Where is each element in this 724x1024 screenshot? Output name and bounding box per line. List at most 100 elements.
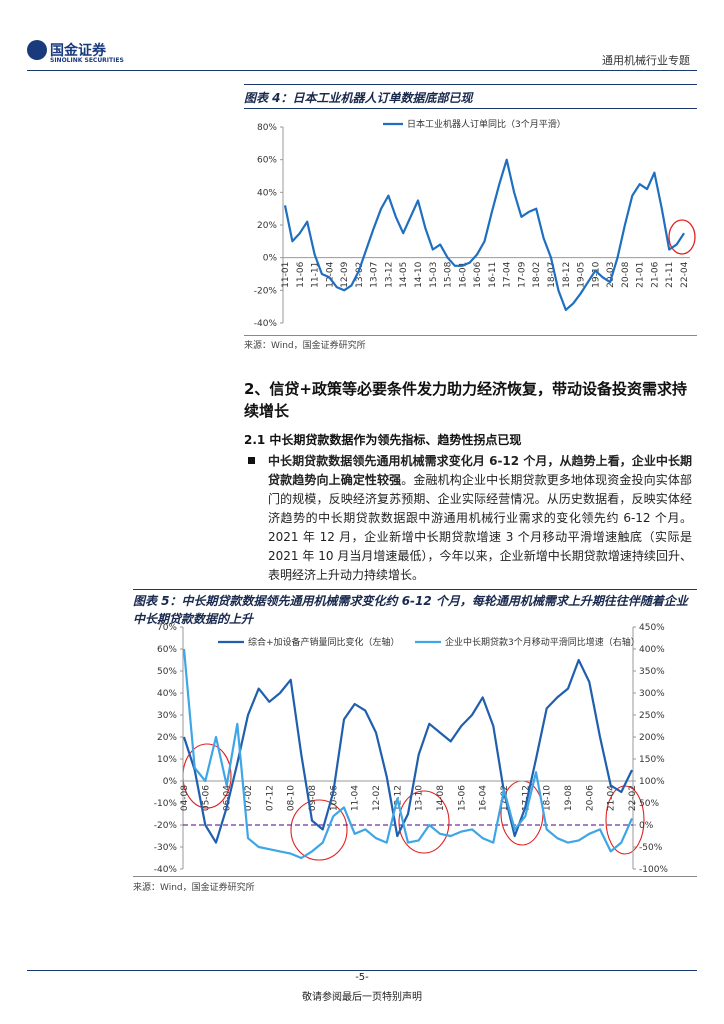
x-tick-label: 18-02 bbox=[532, 262, 542, 288]
source-rule bbox=[244, 335, 697, 336]
y-tick-label: -30% bbox=[154, 843, 178, 853]
x-tick-label: 20-03 bbox=[606, 262, 616, 288]
y-tick-label: 60% bbox=[157, 645, 177, 655]
x-tick-label: 21-06 bbox=[650, 261, 660, 287]
x-tick-label: 13-10 bbox=[415, 785, 425, 811]
x-tick-label: 14-10 bbox=[414, 261, 424, 287]
figure-title: 图表 4：日本工业机器人订单数据底部已现 bbox=[244, 91, 473, 105]
x-tick-label: 15-03 bbox=[429, 262, 439, 288]
y2-tick-label: 250% bbox=[639, 711, 665, 721]
bullet bbox=[248, 457, 255, 464]
figure-title: 图表 5：中长期贷款数据领先通用机械需求变化约 6-12 个月，每轮通用机械需求… bbox=[133, 594, 688, 626]
highlight-circle bbox=[290, 799, 348, 861]
x-tick-label: 16-01 bbox=[458, 262, 468, 288]
legend-label: 日本工业机器人订单同比（3个月平滑） bbox=[407, 118, 566, 130]
series-line bbox=[182, 658, 633, 844]
x-tick-label: 17-04 bbox=[503, 261, 513, 287]
figure-rule bbox=[244, 108, 697, 109]
x-tick-label: 18-10 bbox=[543, 785, 553, 811]
footer-rule bbox=[27, 970, 697, 971]
figure-rule bbox=[244, 84, 697, 85]
x-tick-label: 13-12 bbox=[384, 262, 394, 288]
chart: -40% -30% -20% -10% 0% 10% 20% 30% 40% 50% 60% 70% -… bbox=[154, 623, 669, 875]
doc-title: 通用机械行业专题 bbox=[602, 54, 690, 67]
x-tick-label: 16-11 bbox=[488, 262, 498, 288]
x-tick-label: 16-06 bbox=[473, 261, 483, 287]
y-tick-label: -20% bbox=[154, 821, 178, 831]
x-tick-label: 17-09 bbox=[517, 261, 527, 287]
x-tick-label: 05-06 bbox=[201, 785, 211, 811]
x-tick-label: 12-12 bbox=[393, 785, 403, 811]
x-tick-label: 21-11 bbox=[665, 262, 675, 288]
x-tick-label: 18-07 bbox=[547, 262, 557, 288]
source: 来源：Wind，国金证券研究所 bbox=[133, 883, 255, 893]
x-tick-label: 08-10 bbox=[287, 785, 297, 811]
x-tick-label: 14-08 bbox=[436, 785, 446, 811]
y-tick-label: 20% bbox=[157, 733, 177, 743]
x-tick-label: 18-12 bbox=[562, 262, 572, 288]
y-tick-label: 80% bbox=[257, 123, 277, 133]
logo-icon bbox=[27, 40, 47, 60]
highlight-circle bbox=[398, 790, 450, 854]
x-tick-label: 13-07 bbox=[370, 262, 380, 288]
x-tick-label: 07-02 bbox=[244, 785, 254, 811]
x-tick-label: 22-04 bbox=[680, 261, 690, 287]
y-tick-label: 30% bbox=[157, 711, 177, 721]
y-tick-label: 60% bbox=[257, 156, 277, 166]
x-tick-label: 20-06 bbox=[585, 785, 595, 811]
x-tick-label: 21-04 bbox=[607, 785, 617, 811]
y-tick-label: 40% bbox=[157, 689, 177, 699]
section-heading: 2、信贷+政策等必要条件发力助力经济恢复，带动设备投资需求持续增长 bbox=[244, 380, 688, 420]
y2-tick-label: -50% bbox=[639, 843, 663, 853]
y-tick-label: -40% bbox=[254, 319, 278, 329]
y2-tick-label: -100% bbox=[639, 865, 668, 875]
text: 。金融机构企业中长期贷款更多地体现资金投向实体部门的规模，反映经济复苏预期、企业… bbox=[268, 473, 692, 582]
y2-tick-label: 350% bbox=[639, 667, 665, 677]
x-tick-label: 11-04 bbox=[351, 785, 361, 811]
y-tick-label: 0% bbox=[263, 254, 278, 264]
x-tick-label: 12-09 bbox=[340, 261, 350, 287]
y2-tick-label: 0% bbox=[639, 821, 654, 831]
y2-tick-label: 150% bbox=[639, 755, 665, 765]
y-tick-label: 10% bbox=[157, 755, 177, 765]
y-tick-label: 40% bbox=[257, 188, 277, 198]
x-tick-label: 15-06 bbox=[457, 785, 467, 811]
x-tick-label: 12-04 bbox=[325, 261, 335, 287]
legend-label: 企业中长期贷款3个月移动平滑同比增速（右轴） bbox=[445, 636, 640, 648]
y2-tick-label: 50% bbox=[639, 799, 659, 809]
series-line bbox=[283, 158, 685, 311]
y-tick-label: 0% bbox=[163, 777, 178, 787]
x-tick-label: 07-12 bbox=[265, 785, 275, 811]
subheading: 2.1 中长期贷款数据作为领先指标、趋势性拐点已现 bbox=[244, 433, 522, 447]
y-tick-label: -20% bbox=[254, 286, 278, 296]
series-line bbox=[182, 648, 634, 860]
bold-text: 中长期贷款数据领先通用机械需求变化月 6-12 个月，从趋势上看，企业中长期贷款… bbox=[268, 454, 692, 487]
y-tick-label: 70% bbox=[157, 623, 177, 633]
x-tick-label: 22-02 bbox=[628, 785, 638, 811]
y-tick-label: 20% bbox=[257, 221, 277, 231]
source: 来源：Wind，国金证券研究所 bbox=[244, 341, 366, 351]
source-rule bbox=[133, 876, 697, 877]
y-tick-label: -40% bbox=[154, 865, 178, 875]
x-tick-label: 19-10 bbox=[591, 261, 601, 287]
y2-tick-label: 400% bbox=[639, 645, 665, 655]
x-tick-label: 20-08 bbox=[621, 261, 631, 287]
legend-label: 综合+加设备产销量同比变化（左轴） bbox=[248, 636, 400, 648]
figure-rule bbox=[133, 589, 697, 590]
y2-tick-label: 200% bbox=[639, 733, 665, 743]
logo-en: SINOLINK SECURITIES bbox=[50, 57, 124, 64]
y2-tick-label: 450% bbox=[639, 623, 665, 633]
x-tick-label: 06-04 bbox=[223, 785, 233, 811]
header-rule bbox=[27, 70, 697, 71]
y-tick-label: -10% bbox=[154, 799, 178, 809]
y2-tick-label: 100% bbox=[639, 777, 665, 787]
x-tick-label: 09-08 bbox=[308, 785, 318, 811]
x-tick-label: 12-02 bbox=[372, 785, 382, 811]
x-tick-label: 21-01 bbox=[636, 262, 646, 288]
x-tick-label: 11-01 bbox=[281, 262, 291, 288]
x-tick-label: 14-05 bbox=[399, 262, 409, 288]
x-tick-label: 15-08 bbox=[444, 261, 454, 287]
x-tick-label: 19-08 bbox=[564, 785, 574, 811]
x-tick-label: 11-06 bbox=[296, 261, 306, 287]
